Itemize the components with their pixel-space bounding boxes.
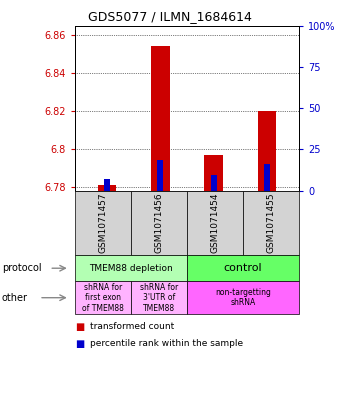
Text: GSM1071455: GSM1071455 bbox=[267, 193, 276, 253]
Bar bbox=[151, 46, 170, 191]
Bar bbox=[210, 175, 217, 191]
Bar bbox=[264, 164, 270, 191]
Text: GSM1071456: GSM1071456 bbox=[154, 193, 164, 253]
Bar bbox=[98, 185, 116, 191]
Text: control: control bbox=[224, 263, 262, 273]
Bar bbox=[157, 160, 164, 191]
Text: GSM1071457: GSM1071457 bbox=[98, 193, 107, 253]
Bar bbox=[104, 179, 110, 191]
Text: shRNA for
3'UTR of
TMEM88: shRNA for 3'UTR of TMEM88 bbox=[140, 283, 178, 312]
Text: TMEM88 depletion: TMEM88 depletion bbox=[89, 264, 173, 273]
Bar bbox=[204, 154, 223, 191]
Text: percentile rank within the sample: percentile rank within the sample bbox=[90, 339, 243, 348]
Text: shRNA for
first exon
of TMEM88: shRNA for first exon of TMEM88 bbox=[82, 283, 124, 312]
Text: non-targetting
shRNA: non-targetting shRNA bbox=[215, 288, 271, 307]
Text: GSM1071454: GSM1071454 bbox=[210, 193, 220, 253]
Text: transformed count: transformed count bbox=[90, 322, 174, 331]
Text: protocol: protocol bbox=[2, 263, 41, 273]
Text: other: other bbox=[2, 293, 28, 303]
Text: ■: ■ bbox=[75, 339, 84, 349]
Bar bbox=[258, 111, 276, 191]
Text: GDS5077 / ILMN_1684614: GDS5077 / ILMN_1684614 bbox=[88, 10, 252, 23]
Text: ■: ■ bbox=[75, 322, 84, 332]
